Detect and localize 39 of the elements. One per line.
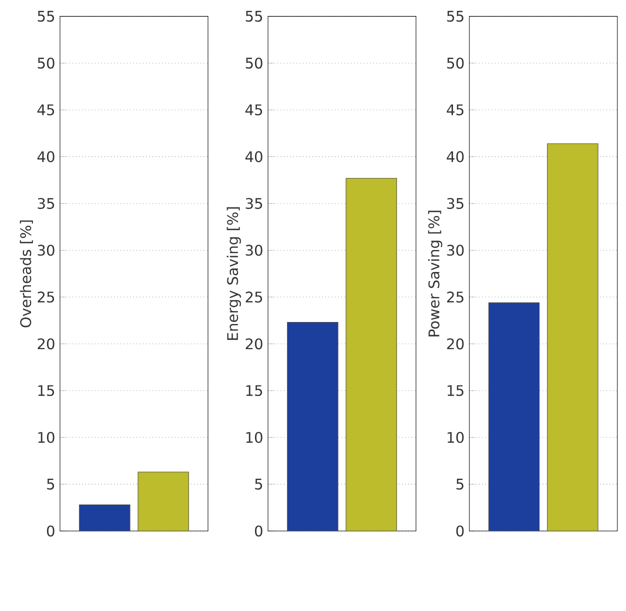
- y-tick-label: 15: [448, 385, 464, 396]
- y-tick-label: 50: [447, 58, 464, 69]
- y-tick-label: 0: [46, 525, 54, 537]
- y-tick-label: 35: [38, 198, 54, 209]
- y-tick-label: 30: [38, 244, 54, 256]
- y-tick-label: 5: [47, 478, 54, 490]
- y-tick-label: 55: [246, 10, 262, 22]
- y-tick-label: 35: [246, 198, 262, 209]
- y-tick-label: 55: [38, 10, 54, 22]
- y-tick-label: 20: [246, 338, 262, 350]
- y-tick-label: 45: [245, 104, 262, 116]
- y-tick-label: 50: [38, 58, 54, 69]
- y-tick-label: 50: [246, 58, 262, 69]
- y-tick-label: 20: [447, 338, 464, 350]
- y-tick-label: 10: [246, 432, 262, 443]
- y-tick-label: 0: [254, 525, 262, 537]
- y-tick-label: 25: [246, 292, 262, 303]
- y-tick-label: 5: [255, 478, 262, 490]
- y-tick-label: 25: [447, 292, 464, 303]
- y-tick-label: 55: [447, 10, 464, 22]
- y-tick-label: 10: [38, 432, 54, 443]
- y-tick-label: 40: [37, 151, 54, 162]
- y-tick-label: 30: [246, 244, 262, 256]
- y-tick-label: 20: [38, 338, 54, 350]
- y-axis-title: Power Saving [%]: [428, 210, 442, 336]
- y-axis-title: Overheads [%]: [20, 220, 33, 328]
- y-axis-title: Energy Saving [%]: [226, 207, 241, 340]
- y-tick-label: 25: [38, 292, 54, 303]
- y-tick-label: 30: [447, 244, 464, 256]
- y-tick-label: 0: [456, 525, 464, 537]
- y-tick-label: 5: [456, 478, 464, 490]
- y-tick-label: 10: [448, 432, 464, 443]
- y-tick-label: 45: [37, 104, 54, 116]
- y-tick-label: 40: [446, 151, 464, 162]
- y-tick-label: 35: [447, 198, 464, 209]
- y-tick-label: 40: [245, 151, 262, 162]
- y-tick-label: 15: [38, 385, 54, 396]
- y-tick-label: 45: [446, 104, 464, 116]
- y-tick-label: 15: [246, 385, 262, 396]
